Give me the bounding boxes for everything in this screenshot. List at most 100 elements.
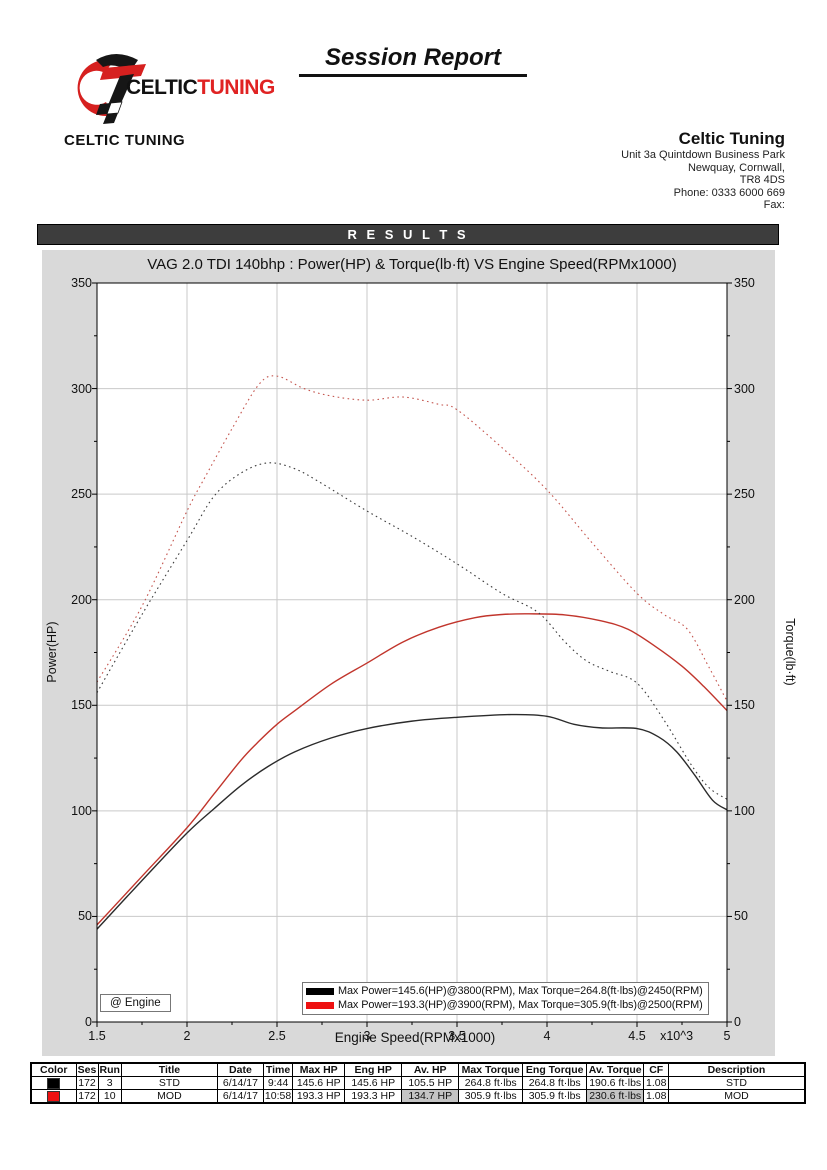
table-header-cell: Max HP [292, 1062, 346, 1077]
chart-legend: Max Power=145.6(HP)@3800(RPM), Max Torqu… [302, 982, 709, 1015]
x-tick-label: 2.5 [268, 1029, 286, 1043]
y-tick-label-right: 200 [734, 592, 755, 607]
legend-label: Max Power=193.3(HP)@3900(RPM), Max Torqu… [338, 999, 703, 1011]
table-header-cell: Eng Torque [522, 1062, 588, 1077]
y-tick-label-right: 0 [734, 1015, 741, 1029]
brand-tuning: TUNING [197, 76, 275, 99]
table-cell: STD [120, 1076, 218, 1090]
table-cell: 264.8 ft·lbs [458, 1076, 524, 1090]
table-cell: STD [668, 1076, 806, 1090]
y-tick-label-right: 150 [734, 698, 755, 713]
contact-name: Celtic Tuning [678, 129, 785, 148]
table-cell: 193.3 HP [292, 1089, 346, 1104]
legend-swatch [306, 987, 334, 995]
legend-item: Max Power=193.3(HP)@3900(RPM), Max Torqu… [306, 998, 703, 1012]
y-tick-label-left: 150 [71, 698, 92, 713]
table-cell: 193.3 HP [344, 1089, 403, 1104]
x-tick-label: 5 [723, 1029, 731, 1043]
table-cell: 3 [97, 1076, 122, 1090]
company-name: CELTIC TUNING [64, 132, 186, 149]
table-cell: 1.08 [643, 1089, 670, 1104]
legend-swatch [306, 1001, 334, 1009]
contact-fax-line: Fax: [763, 199, 785, 211]
table-header-cell: CF [643, 1062, 670, 1077]
table-header-cell: Eng HP [344, 1062, 403, 1077]
table-cell: 145.6 HP [344, 1076, 403, 1090]
run-color-chip [47, 1077, 61, 1089]
contact-address-line: Unit 3a Quintdown Business Park [621, 149, 785, 161]
y-tick-label-left: 300 [71, 381, 92, 396]
table-header-cell: Time [262, 1062, 294, 1077]
chart-title: VAG 2.0 TDI 140bhp : Power(HP) & Torque(… [147, 256, 677, 273]
table-cell: 9:44 [262, 1076, 294, 1090]
y-tick-label-left: 100 [71, 803, 92, 818]
celtic-tuning-logo-icon [77, 54, 146, 124]
contact-address-line: TR8 4DS [739, 174, 785, 186]
power-axis-label: Power(HP) [45, 621, 59, 683]
table-cell: 6/14/17 [216, 1089, 264, 1104]
y-tick-label-right: 50 [734, 909, 748, 924]
run-color-cell [30, 1089, 77, 1104]
x-tick-label: 4.5 [628, 1029, 646, 1043]
table-header-cell: Date [216, 1062, 264, 1077]
x-tick-label: 1.5 [88, 1029, 106, 1043]
brand-wordmark: CELTICTUNING [126, 76, 275, 100]
table-cell: 230.6 ft·lbs [586, 1089, 645, 1104]
table-cell: 172 [75, 1089, 99, 1104]
contact-phone-line: Phone: 0333 6000 669 [673, 186, 785, 199]
table-cell: 190.6 ft·lbs [586, 1076, 645, 1090]
table-row: 172 3 STD 6/14/17 9:44 145.6 HP 145.6 HP 105.5 … [30, 1076, 806, 1090]
y-tick-label-right: 350 [734, 276, 755, 290]
table-cell: 305.9 ft·lbs [458, 1089, 524, 1104]
y-tick-label-left: 200 [71, 592, 92, 607]
y-tick-label-left: 350 [71, 276, 92, 290]
rpm-axis-label: Engine Speed(RPMx1000) [334, 1030, 496, 1045]
run-color-chip [47, 1090, 61, 1102]
table-cell: 10:58 [262, 1089, 294, 1104]
table-header-cell: Title [120, 1062, 218, 1077]
table-cell: 172 [75, 1076, 99, 1090]
table-cell: 1.08 [643, 1076, 670, 1090]
table-cell: 10 [97, 1089, 122, 1104]
brand-celtic: CELTIC [126, 76, 198, 99]
table-cell: 145.6 HP [292, 1076, 346, 1090]
series-std-power-hp- [96, 713, 728, 930]
torque-axis-label: Torque(lb·ft) [783, 618, 797, 686]
y-tick-label-left: 50 [78, 909, 92, 924]
run-color-cell [30, 1076, 77, 1090]
table-cell: 6/14/17 [216, 1076, 264, 1090]
legend-item: Max Power=145.6(HP)@3800(RPM), Max Torqu… [306, 984, 703, 998]
legend-label: Max Power=145.6(HP)@3800(RPM), Max Torqu… [338, 985, 703, 997]
table-cell: MOD [120, 1089, 218, 1104]
contact-block: Celtic Tuning Unit 3a Quintdown Business… [621, 129, 785, 212]
results-section-header: R E S U L T S [37, 224, 779, 245]
runs-summary-table: Color Ses Run Title Date Time Max HP Eng HP Av. … [30, 1062, 806, 1104]
table-header-cell: Av. HP [401, 1062, 460, 1077]
table-header-row: Color Ses Run Title Date Time Max HP Eng HP Av. … [30, 1062, 806, 1077]
y-tick-label-left: 0 [85, 1015, 92, 1029]
contact-address-line: Newquay, Cornwall, [687, 161, 785, 174]
x-tick-label: 3.5 [448, 1029, 466, 1043]
dyno-plot [92, 282, 732, 1027]
table-cell: MOD [668, 1089, 806, 1104]
y-tick-label-right: 100 [734, 803, 755, 818]
x-axis-multiplier-label: x10^3 [660, 1029, 694, 1043]
dyno-chart-region: VAG 2.0 TDI 140bhp : Power(HP) & Torque(… [42, 250, 797, 1056]
y-tick-label-left: 250 [71, 487, 92, 502]
y-tick-label-right: 300 [734, 381, 755, 396]
x-tick-label: 3 [363, 1029, 371, 1043]
table-header-cell: Ses [75, 1062, 99, 1077]
y-tick-label-right: 250 [734, 487, 755, 502]
x-tick-label: 4 [543, 1029, 551, 1043]
table-header-cell: Av. Torque [586, 1062, 645, 1077]
table-header-cell: Max Torque [458, 1062, 524, 1077]
series-std-torque-ft-lbs- [96, 462, 728, 800]
page-title: Session Report [298, 44, 528, 77]
x-tick-label: 2 [183, 1029, 191, 1043]
table-header-cell: Color [30, 1062, 77, 1077]
series-mod-torque-ft-lbs- [96, 375, 728, 702]
table-cell: 305.9 ft·lbs [522, 1089, 588, 1104]
table-cell: 264.8 ft·lbs [522, 1076, 588, 1090]
series-mod-power-hp- [96, 613, 728, 926]
